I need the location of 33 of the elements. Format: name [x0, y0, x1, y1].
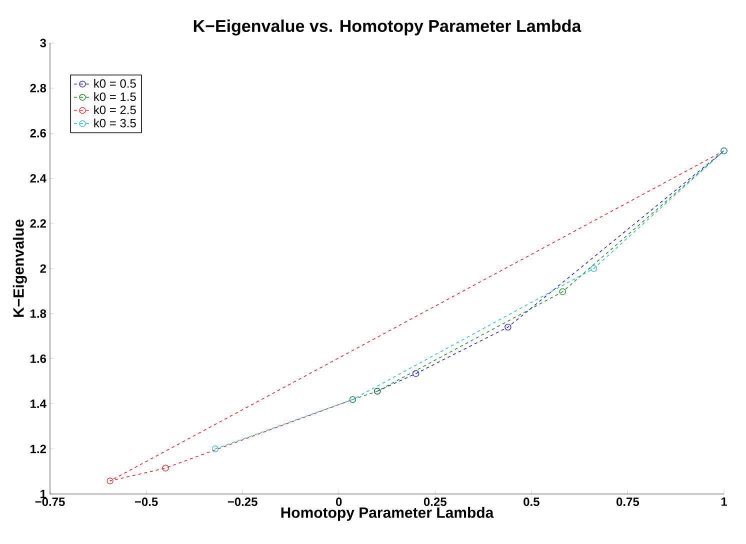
- y-tick-label: 2.2: [30, 219, 46, 228]
- point: [212, 446, 219, 452]
- x-tick-label: 0.5: [524, 498, 540, 506]
- x-tick-label: −0.5: [134, 498, 158, 506]
- x-axis-title: Homotopy Parameter Lambda: [281, 506, 494, 521]
- y-tick-label: 2.8: [30, 84, 46, 92]
- legend-label: k0 = 0.5: [94, 78, 136, 88]
- y-tick-label: 3: [40, 38, 46, 48]
- legend-label: k0 = 2.5: [94, 105, 136, 114]
- x-tick-label: 0.25: [424, 498, 446, 506]
- x-tick-label: 1: [721, 498, 728, 506]
- point: [412, 370, 420, 377]
- point: [106, 478, 114, 484]
- x-tick-label: −0.25: [228, 498, 258, 506]
- legend-label: k0 = 3.5: [94, 118, 136, 128]
- y-tick-label: 1: [40, 490, 46, 498]
- y-tick-label: 1.6: [30, 354, 46, 363]
- y-tick-label: 2.6: [30, 128, 46, 138]
- point: [559, 288, 566, 296]
- y-tick-label: 1.8: [30, 309, 46, 318]
- y-axis-title: K−Eigenvalue: [12, 220, 27, 317]
- point: [162, 464, 169, 472]
- y-tick-label: 2.4: [30, 174, 46, 182]
- chart-title: K−Eigenvalue vs. Homotopy Parameter Lambda: [194, 20, 582, 36]
- y-tick-label: 2: [40, 264, 46, 273]
- point: [590, 265, 598, 272]
- y-tick-label: 1.2: [30, 444, 46, 454]
- legend-label: k0 = 1.5: [94, 92, 136, 101]
- x-tick-label: 0: [336, 498, 342, 506]
- x-tick-label: 0.75: [616, 498, 640, 506]
- y-tick-label: 1.4: [30, 400, 46, 408]
- point: [504, 324, 512, 330]
- x-tick-label: −0.75: [35, 498, 65, 506]
